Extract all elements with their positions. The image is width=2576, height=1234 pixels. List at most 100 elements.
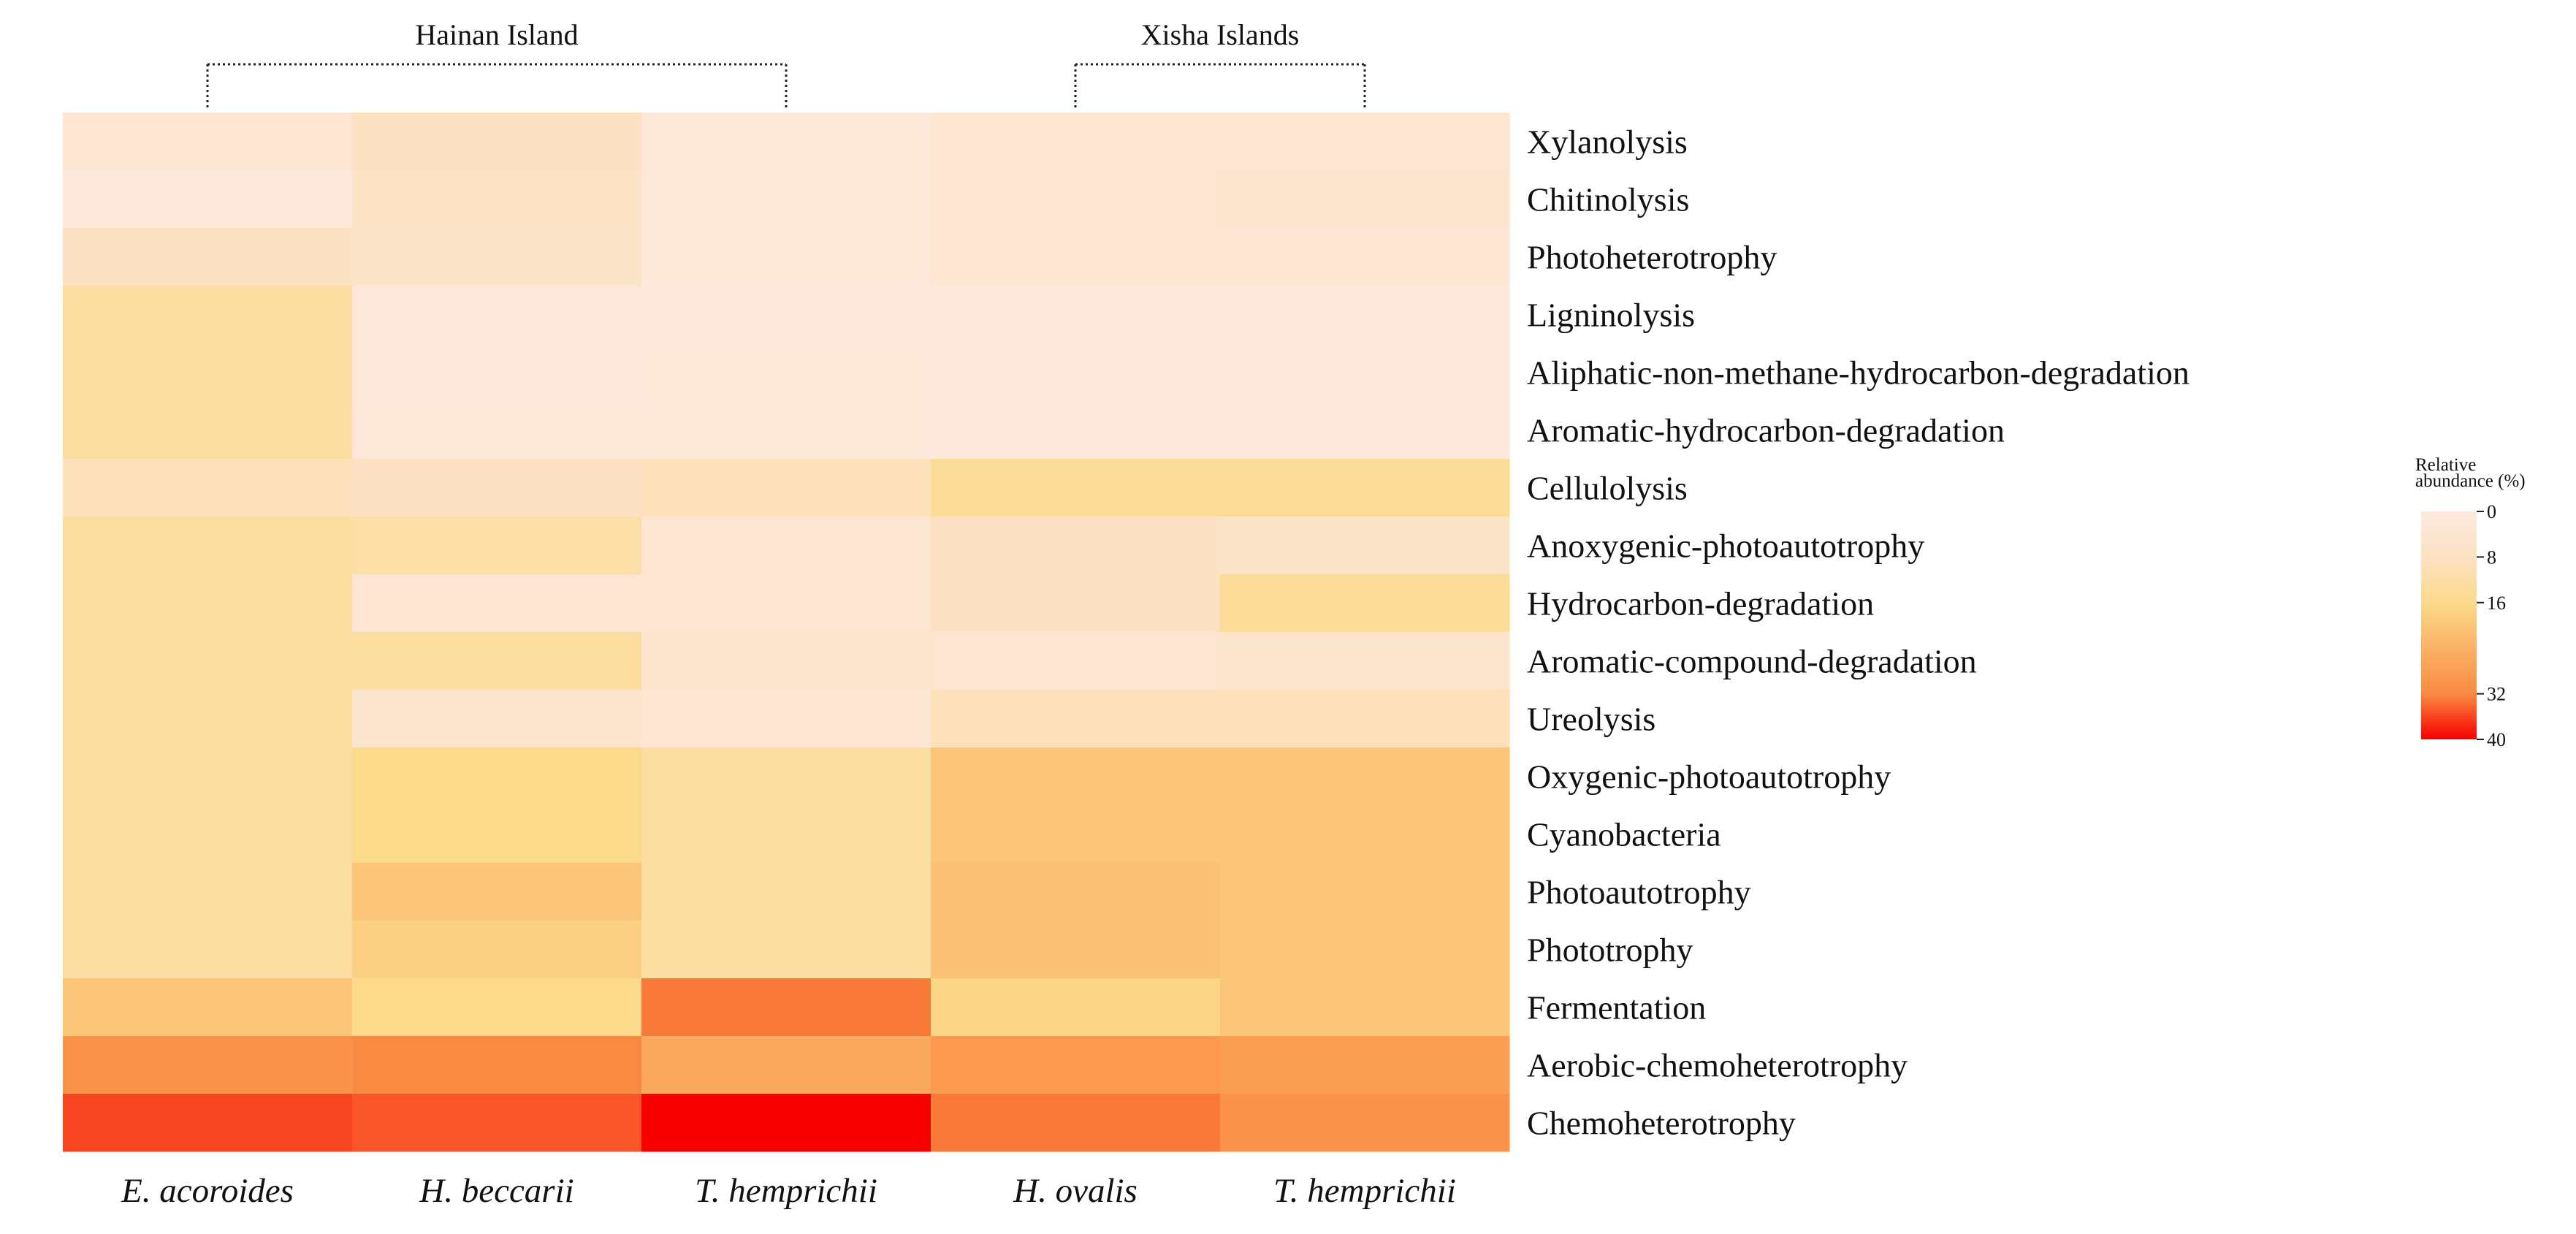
heatmap-cell-ureolysis-col3 bbox=[641, 690, 931, 748]
heatmap-cell-aerobic-chemoheterotrophy-col5 bbox=[1220, 1036, 1510, 1094]
heatmap-cell-ligninolysis-col5 bbox=[1220, 286, 1510, 344]
heatmap-cell-photoautotrophy-col5 bbox=[1220, 863, 1510, 921]
colorbar-tick-label: 16 bbox=[2487, 593, 2506, 614]
heatmap-cell-ligninolysis-col2 bbox=[352, 286, 642, 344]
heatmap-cell-cyanobacteria-col3 bbox=[641, 805, 931, 864]
heatmap-cell-xylanolysis-col5 bbox=[1220, 113, 1510, 171]
heatmap-cell-phototrophy-col1 bbox=[63, 921, 353, 979]
column-labels: E. acoroides H. beccarii T. hemprichii H. o… bbox=[121, 1172, 1456, 1210]
row-label-anoxygenic-photoautotrophy: Anoxygenic-photoautotrophy bbox=[1527, 528, 1924, 565]
colorbar-gradient bbox=[2421, 511, 2477, 739]
heatmap-cell-aromatic-hydrocarbon-degradation-col3 bbox=[641, 401, 931, 460]
heatmap-cell-photoautotrophy-col1 bbox=[63, 863, 353, 921]
row-label-aliphatic-non-methane-hydrocarbon-degradation: Aliphatic-non-methane-hydrocarbon-degrad… bbox=[1527, 354, 2190, 392]
heatmap-cell-oxygenic-photoautotrophy-col5 bbox=[1220, 747, 1510, 806]
column-label-5: T. hemprichii bbox=[1273, 1172, 1456, 1210]
heatmap-cell-fermentation-col1 bbox=[63, 978, 353, 1037]
row-label-phototrophy: Phototrophy bbox=[1527, 932, 1693, 969]
heatmap-cell-oxygenic-photoautotrophy-col2 bbox=[352, 747, 642, 806]
heatmap-cell-aromatic-compound-degradation-col4 bbox=[931, 632, 1221, 690]
heatmap-cell-hydrocarbon-degradation-col2 bbox=[352, 574, 642, 633]
row-labels: Xylanolysis Chitinolysis Photoheterotrophy… bbox=[1527, 123, 2190, 1142]
row-label-photoautotrophy: Photoautotrophy bbox=[1527, 874, 1751, 911]
heatmap-cells bbox=[63, 113, 1510, 1152]
heatmap-cell-hydrocarbon-degradation-col1 bbox=[63, 574, 353, 633]
heatmap-cell-ligninolysis-col1 bbox=[63, 286, 353, 344]
colorbar-tick-label: 8 bbox=[2487, 546, 2496, 568]
row-label-ligninolysis: Ligninolysis bbox=[1527, 297, 1695, 334]
heatmap-cell-ureolysis-col4 bbox=[931, 690, 1221, 748]
heatmap-cell-fermentation-col5 bbox=[1220, 978, 1510, 1037]
heatmap-cell-ureolysis-col2 bbox=[352, 690, 642, 748]
heatmap-cell-aerobic-chemoheterotrophy-col3 bbox=[641, 1036, 931, 1094]
heatmap-cell-cyanobacteria-col1 bbox=[63, 805, 353, 864]
heatmap-cell-fermentation-col4 bbox=[931, 978, 1221, 1037]
heatmap-cell-hydrocarbon-degradation-col5 bbox=[1220, 574, 1510, 633]
heatmap-cell-cellulolysis-col5 bbox=[1220, 459, 1510, 517]
heatmap-cell-aromatic-hydrocarbon-degradation-col5 bbox=[1220, 401, 1510, 460]
heatmap-cell-cellulolysis-col1 bbox=[63, 459, 353, 517]
heatmap-cell-aromatic-compound-degradation-col1 bbox=[63, 632, 353, 690]
heatmap-cell-xylanolysis-col1 bbox=[63, 113, 353, 171]
heatmap-cell-phototrophy-col5 bbox=[1220, 921, 1510, 979]
heatmap-cell-hydrocarbon-degradation-col4 bbox=[931, 574, 1221, 633]
row-label-ureolysis: Ureolysis bbox=[1527, 701, 1655, 738]
row-label-photoheterotrophy: Photoheterotrophy bbox=[1527, 239, 1777, 276]
heatmap-cell-aromatic-hydrocarbon-degradation-col2 bbox=[352, 401, 642, 460]
heatmap-cell-aliphatic-non-methane-hydrocarbon-degradation-col3 bbox=[641, 343, 931, 402]
heatmap-cell-photoautotrophy-col2 bbox=[352, 863, 642, 921]
colorbar-title-line: abundance (%) bbox=[2415, 471, 2526, 491]
heatmap-cell-aerobic-chemoheterotrophy-col2 bbox=[352, 1036, 642, 1094]
column-group-xisha-islands: Xisha Islands bbox=[1074, 18, 1366, 110]
heatmap-cell-photoheterotrophy-col1 bbox=[63, 228, 353, 286]
colorbar-title-line: Relative bbox=[2415, 455, 2476, 475]
column-group-label: Hainan Island bbox=[415, 18, 578, 51]
heatmap-cell-photoheterotrophy-col2 bbox=[352, 228, 642, 286]
colorbar-tick-label: 0 bbox=[2487, 501, 2496, 522]
heatmap-cell-photoheterotrophy-col5 bbox=[1220, 228, 1510, 286]
row-label-cyanobacteria: Cyanobacteria bbox=[1527, 816, 1721, 853]
heatmap-cell-aliphatic-non-methane-hydrocarbon-degradation-col4 bbox=[931, 343, 1221, 402]
heatmap-cell-anoxygenic-photoautotrophy-col1 bbox=[63, 517, 353, 575]
heatmap-cell-aerobic-chemoheterotrophy-col1 bbox=[63, 1036, 353, 1094]
heatmap-cell-hydrocarbon-degradation-col3 bbox=[641, 574, 931, 633]
heatmap-cell-chitinolysis-col2 bbox=[352, 170, 642, 229]
colorbar-tick-label: 40 bbox=[2487, 729, 2506, 750]
heatmap-cell-photoheterotrophy-col3 bbox=[641, 228, 931, 286]
heatmap-cell-aromatic-compound-degradation-col3 bbox=[641, 632, 931, 690]
heatmap-cell-phototrophy-col2 bbox=[352, 921, 642, 979]
heatmap-cell-cellulolysis-col2 bbox=[352, 459, 642, 517]
heatmap-cell-anoxygenic-photoautotrophy-col2 bbox=[352, 517, 642, 575]
row-label-aromatic-compound-degradation: Aromatic-compound-degradation bbox=[1527, 643, 1977, 680]
row-label-cellulolysis: Cellulolysis bbox=[1527, 470, 1688, 507]
column-group-annotations: Hainan Island Xisha Islands bbox=[206, 18, 1366, 110]
heatmap-cell-chitinolysis-col1 bbox=[63, 170, 353, 229]
heatmap-cell-cellulolysis-col3 bbox=[641, 459, 931, 517]
heatmap-cell-photoautotrophy-col4 bbox=[931, 863, 1221, 921]
heatmap-cell-photoautotrophy-col3 bbox=[641, 863, 931, 921]
heatmap-cell-aerobic-chemoheterotrophy-col4 bbox=[931, 1036, 1221, 1094]
heatmap-cell-anoxygenic-photoautotrophy-col3 bbox=[641, 517, 931, 575]
heatmap-cell-anoxygenic-photoautotrophy-col4 bbox=[931, 517, 1221, 575]
heatmap-cell-aromatic-compound-degradation-col2 bbox=[352, 632, 642, 690]
heatmap-cell-aliphatic-non-methane-hydrocarbon-degradation-col5 bbox=[1220, 343, 1510, 402]
heatmap-cell-oxygenic-photoautotrophy-col1 bbox=[63, 747, 353, 806]
heatmap-cell-aromatic-hydrocarbon-degradation-col1 bbox=[63, 401, 353, 460]
row-label-hydrocarbon-degradation: Hydrocarbon-degradation bbox=[1527, 585, 1874, 622]
heatmap-cell-chemoheterotrophy-col3 bbox=[641, 1094, 931, 1152]
column-label-4: H. ovalis bbox=[1013, 1172, 1138, 1210]
heatmap-cell-xylanolysis-col3 bbox=[641, 113, 931, 171]
row-label-chemoheterotrophy: Chemoheterotrophy bbox=[1527, 1105, 1796, 1142]
row-label-oxygenic-photoautotrophy: Oxygenic-photoautotrophy bbox=[1527, 758, 1891, 796]
heatmap-cell-fermentation-col2 bbox=[352, 978, 642, 1037]
column-label-2: H. beccarii bbox=[419, 1172, 573, 1210]
heatmap-cell-chitinolysis-col3 bbox=[641, 170, 931, 229]
heatmap-cell-cyanobacteria-col2 bbox=[352, 805, 642, 864]
row-label-xylanolysis: Xylanolysis bbox=[1527, 123, 1688, 161]
heatmap-cell-chemoheterotrophy-col1 bbox=[63, 1094, 353, 1152]
heatmap-cell-aromatic-hydrocarbon-degradation-col4 bbox=[931, 401, 1221, 460]
heatmap-cell-cellulolysis-col4 bbox=[931, 459, 1221, 517]
heatmap-cell-chitinolysis-col5 bbox=[1220, 170, 1510, 229]
